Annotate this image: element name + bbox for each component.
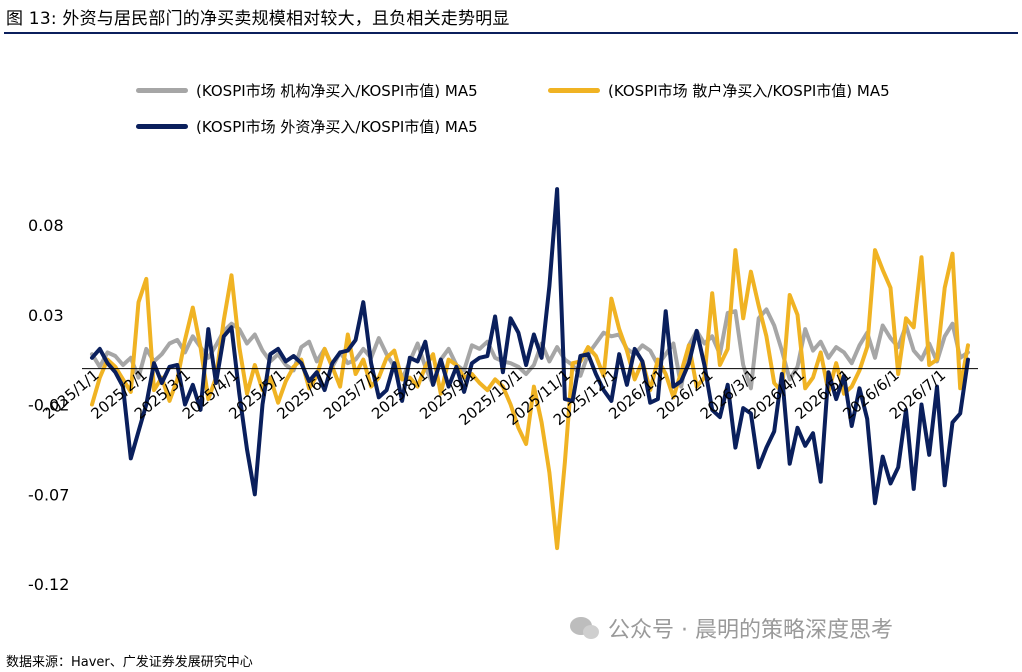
watermark-text: 公众号 · 晨明的策略深度思考 <box>608 618 893 643</box>
legend-swatch-retail <box>548 88 600 93</box>
wechat-icon <box>570 617 600 639</box>
watermark: 公众号 · 晨明的策略深度思考 <box>570 612 893 644</box>
line-chart: 0.080.03-0.02-0.07-0.122025/1/12025/2/12… <box>28 187 978 594</box>
legend-item-foreign: (KOSPI市场 外资净买入/KOSPI市值) MA5 <box>136 116 478 137</box>
y-tick-label: 0.08 <box>28 216 64 235</box>
y-tick-label: -0.07 <box>28 485 69 504</box>
figure-title: 图 13: 外资与居民部门的净买卖规模相对较大，且负相关走势明显 <box>6 9 510 29</box>
series-line-foreign <box>90 187 970 506</box>
legend-label-institution: (KOSPI市场 机构净买入/KOSPI市值) MA5 <box>196 82 478 100</box>
legend-label-foreign: (KOSPI市场 外资净买入/KOSPI市值) MA5 <box>196 118 478 136</box>
legend-swatch-institution <box>136 88 188 93</box>
legend-item-retail: (KOSPI市场 散户净买入/KOSPI市值) MA5 <box>548 80 890 101</box>
legend-swatch-foreign <box>136 124 188 129</box>
title-rule <box>4 32 1018 34</box>
legend-item-institution: (KOSPI市场 机构净买入/KOSPI市值) MA5 <box>136 80 478 101</box>
series-line-retail <box>90 248 970 551</box>
legend-label-retail: (KOSPI市场 散户净买入/KOSPI市值) MA5 <box>608 82 890 100</box>
y-tick-label: -0.02 <box>28 396 69 415</box>
y-tick-label: -0.12 <box>28 575 69 594</box>
source-note: 数据来源：Haver、广发证券发展研究中心 <box>6 655 253 670</box>
y-tick-label: 0.03 <box>28 306 64 325</box>
